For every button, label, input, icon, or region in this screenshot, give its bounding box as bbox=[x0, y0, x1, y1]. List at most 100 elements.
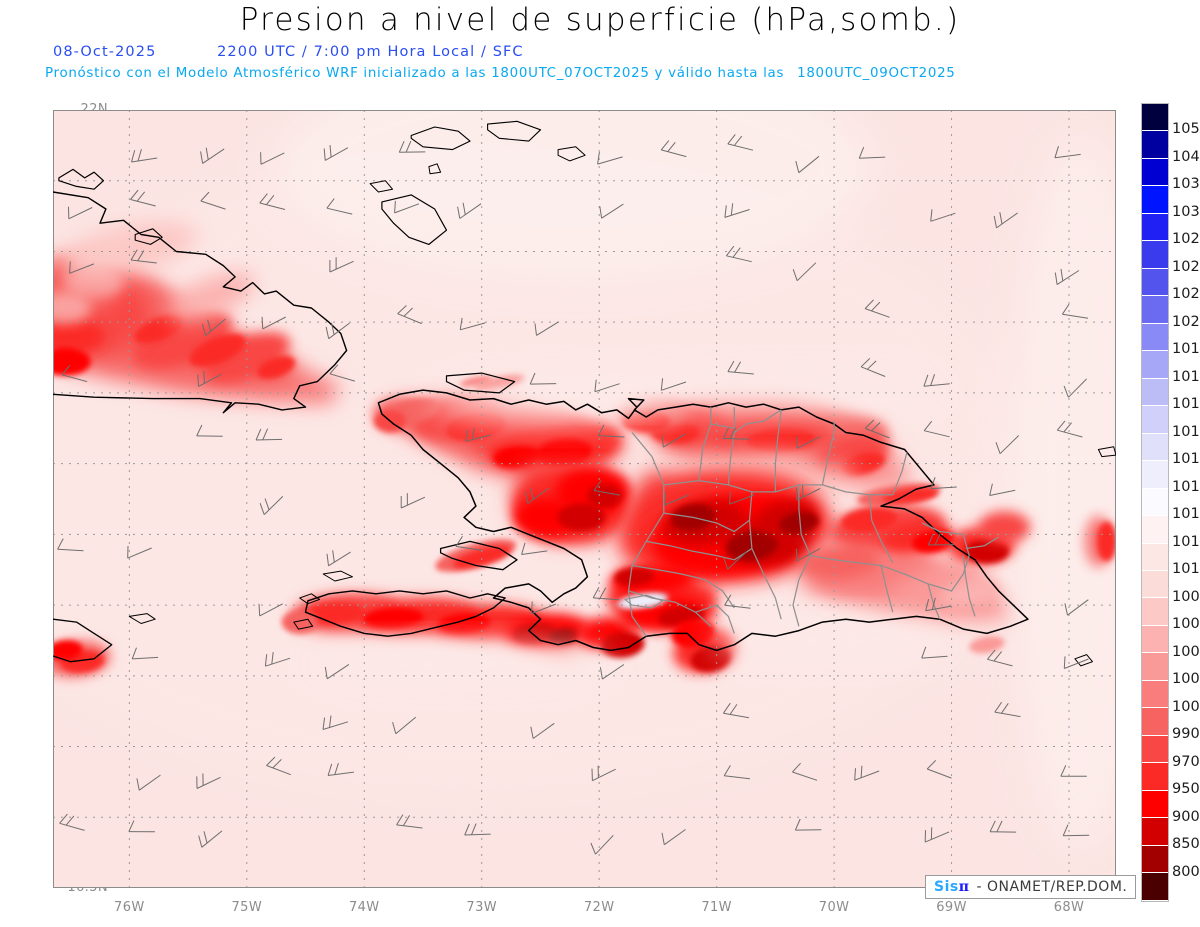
colorbar-tick-label: 990 bbox=[1172, 726, 1200, 743]
wind-barb bbox=[860, 358, 886, 377]
wind-barb bbox=[131, 149, 158, 163]
wind-barb bbox=[392, 716, 417, 735]
coastline-path bbox=[58, 168, 105, 190]
colorbar-tick-label: 1004 bbox=[1172, 643, 1200, 660]
colorbar-band bbox=[1142, 873, 1168, 901]
coastline-path bbox=[299, 593, 321, 605]
pressure-contour-band bbox=[557, 503, 606, 532]
wind-barb bbox=[661, 829, 686, 846]
wind-barb bbox=[727, 360, 754, 375]
pressure-contour-band bbox=[548, 628, 580, 645]
wind-barb bbox=[198, 830, 223, 848]
coastline-path bbox=[410, 126, 471, 151]
pressure-contour-band bbox=[168, 272, 255, 321]
colorbar-band bbox=[1142, 406, 1168, 434]
colorbar-tick-label: 900 bbox=[1172, 808, 1200, 825]
admin-border-path bbox=[698, 407, 712, 481]
wind-barb bbox=[921, 646, 948, 659]
admin-border-path bbox=[821, 421, 835, 486]
forecast-date: 08-Oct-2025 bbox=[53, 44, 157, 60]
wind-barb bbox=[864, 299, 890, 318]
wind-barb bbox=[255, 428, 283, 441]
wind-barb bbox=[599, 203, 624, 219]
wind-barb bbox=[323, 145, 349, 161]
wind-barb bbox=[200, 191, 226, 210]
wind-barb bbox=[1054, 268, 1080, 286]
wind-barb bbox=[593, 480, 620, 496]
coastline-path bbox=[428, 163, 442, 175]
pressure-contour-band bbox=[60, 221, 198, 277]
pressure-contour-band bbox=[690, 645, 731, 673]
wind-barb bbox=[400, 493, 426, 509]
wind-barb bbox=[858, 146, 886, 159]
wind-barb bbox=[329, 257, 354, 273]
wind-barb bbox=[465, 427, 492, 442]
wind-barb bbox=[130, 189, 156, 207]
wind-barb bbox=[792, 262, 817, 282]
wind-barb bbox=[923, 420, 950, 438]
wind-barb bbox=[591, 765, 616, 782]
pressure-contour-band bbox=[203, 332, 291, 383]
pressure-contour-band bbox=[1096, 521, 1116, 562]
admin-border-path bbox=[798, 484, 812, 556]
colorbar-tick-label: 1040 bbox=[1172, 148, 1200, 165]
wind-barb bbox=[1054, 146, 1081, 159]
wind-barb bbox=[1063, 378, 1088, 398]
wind-barb bbox=[201, 318, 226, 336]
pressure-contour-band bbox=[53, 292, 91, 325]
coastline-path bbox=[53, 618, 113, 663]
wind-barb bbox=[69, 261, 95, 274]
lon-tick-label: 73W bbox=[466, 900, 498, 915]
wind-barb bbox=[59, 813, 85, 831]
sispi-onamet-logo: Sis π - ONAMET/REP.DOM. bbox=[925, 875, 1137, 899]
wind-barb bbox=[521, 542, 548, 555]
wind-barb bbox=[729, 492, 755, 505]
wind-barb bbox=[264, 652, 291, 667]
pressure-contour-band bbox=[363, 607, 424, 628]
pressure-contour-band bbox=[714, 620, 955, 661]
wind-barb bbox=[995, 435, 1020, 455]
logo-pi-text: π bbox=[958, 879, 970, 895]
map-plot-area[interactable] bbox=[53, 110, 1116, 888]
wind-barb bbox=[259, 496, 284, 515]
pressure-contour-band bbox=[53, 347, 91, 376]
pressure-contour-band bbox=[460, 376, 492, 387]
wind-barb bbox=[127, 545, 152, 559]
colorbar-band bbox=[1142, 598, 1168, 626]
wind-barb bbox=[197, 371, 222, 387]
pressure-contour-band bbox=[520, 367, 701, 404]
wind-barb bbox=[1063, 656, 1089, 669]
wind-barb bbox=[322, 715, 349, 730]
admin-border-path bbox=[962, 555, 976, 617]
colorbar-tick-label: 1000 bbox=[1172, 698, 1200, 715]
subtitle-row: 08-Oct-2025 2200 UTC / 7:00 pm Hora Loca… bbox=[53, 44, 524, 60]
pressure-contour-band bbox=[964, 539, 1009, 564]
colorbar-tick-label: 1014 bbox=[1172, 478, 1200, 495]
admin-border-path bbox=[646, 540, 753, 561]
wind-barb bbox=[266, 756, 291, 776]
admin-border-path bbox=[892, 452, 908, 496]
lon-tick-label: 68W bbox=[1053, 900, 1085, 915]
wind-barb bbox=[594, 379, 620, 393]
lon-tick-label: 70W bbox=[818, 900, 850, 915]
pressure-contour-band bbox=[257, 355, 296, 380]
forecast-time-info: 2200 UTC / 7:00 pm Hora Local / SFC bbox=[217, 44, 524, 60]
wind-barb bbox=[68, 206, 93, 220]
colorbar-band bbox=[1142, 268, 1168, 297]
lon-tick-label: 74W bbox=[348, 900, 380, 915]
wind-barb bbox=[259, 193, 286, 210]
colorbar-tick-label: 1016 bbox=[1172, 423, 1200, 440]
wind-barb bbox=[196, 424, 223, 437]
coastline-path bbox=[1097, 446, 1116, 458]
wind-barb bbox=[61, 365, 88, 383]
wind-barb bbox=[130, 249, 157, 264]
wind-barb bbox=[727, 134, 754, 151]
pressure-contour-band bbox=[446, 412, 506, 442]
wind-barb bbox=[792, 762, 818, 781]
colorbar-tick-label: 1019 bbox=[1172, 341, 1200, 358]
colorbar-tick-label: 970 bbox=[1172, 753, 1200, 770]
admin-border-path bbox=[663, 512, 750, 533]
wind-barb bbox=[1056, 420, 1083, 438]
wind-barb bbox=[200, 147, 225, 164]
pressure-contour-band bbox=[281, 610, 318, 635]
